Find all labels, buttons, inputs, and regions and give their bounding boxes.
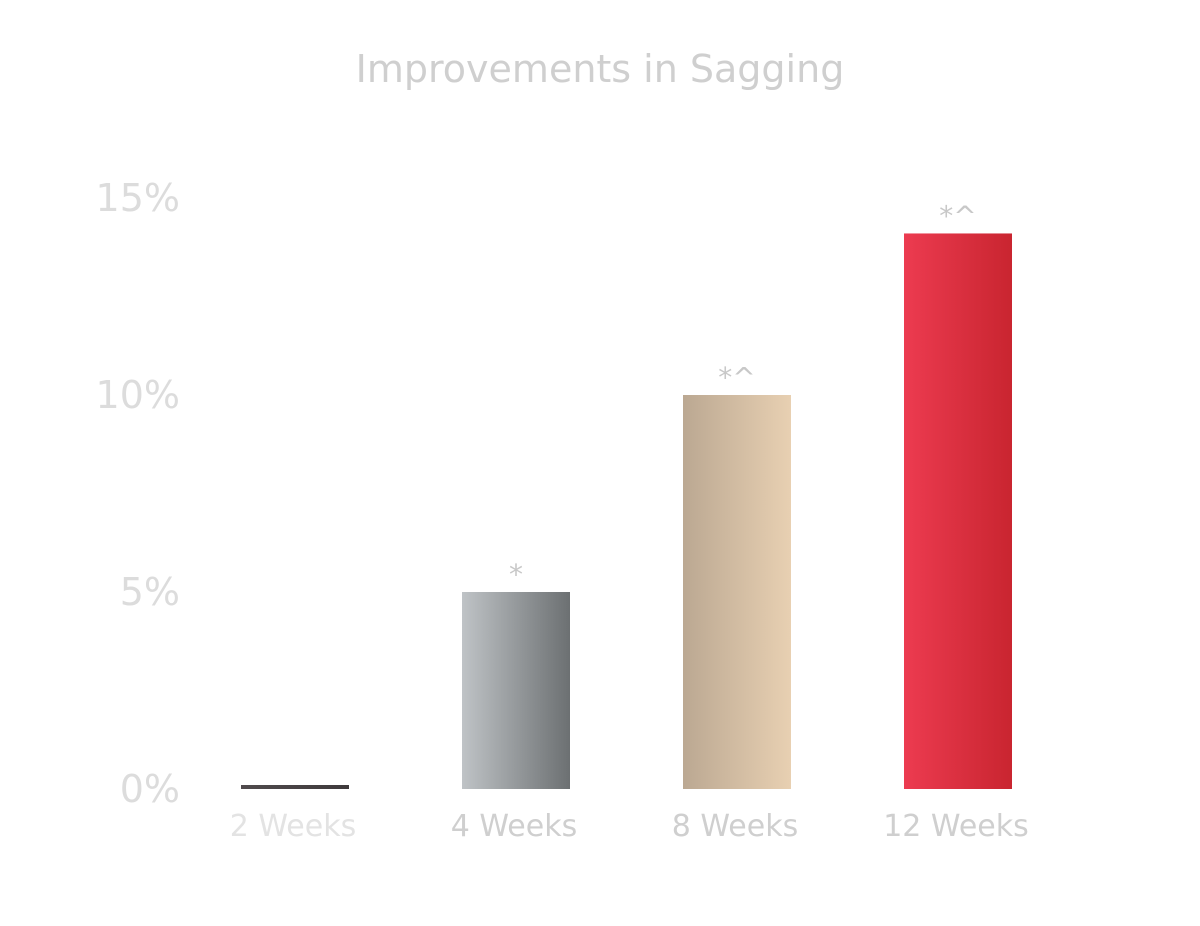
bar-annotation: *^ (939, 199, 976, 232)
y-tick-label: 5% (120, 570, 180, 614)
y-tick-label: 0% (120, 767, 180, 811)
x-tick-label: 8 Weeks (672, 809, 798, 844)
x-axis: 2 Weeks 4 Weeks 8 Weeks 12 Weeks (230, 809, 1029, 844)
bar-4-weeks (462, 592, 570, 789)
chart-title: Improvements in Sagging (356, 47, 845, 91)
bar-annotation: *^ (718, 361, 755, 394)
x-tick-label: 2 Weeks (230, 809, 356, 844)
x-tick-label: 12 Weeks (883, 809, 1029, 844)
bars: * *^ *^ (241, 199, 1012, 789)
bar-8-weeks (683, 395, 791, 789)
bar-12-weeks (904, 233, 1012, 789)
y-tick-label: 10% (96, 373, 180, 417)
bar-2-weeks (241, 785, 349, 789)
bar-annotation: * (509, 558, 523, 591)
y-axis: 0% 5% 10% 15% (96, 176, 180, 811)
x-tick-label: 4 Weeks (451, 809, 577, 844)
y-tick-label: 15% (96, 176, 180, 220)
